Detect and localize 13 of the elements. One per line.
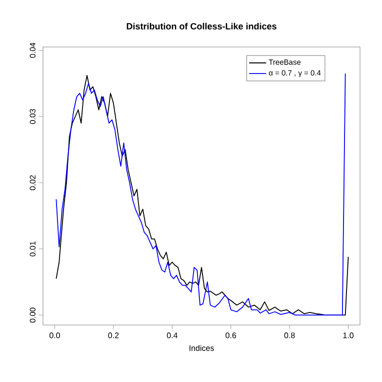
x-tick-label: 1.0 — [343, 332, 354, 338]
y-tick-label: 0.02 — [30, 175, 36, 190]
y-tick-label: 0.01 — [30, 241, 36, 256]
y-tick-label: 0.00 — [30, 308, 36, 323]
x-tick-label: 0.2 — [108, 332, 119, 338]
x-axis-title: Indices — [190, 345, 214, 351]
y-tick-label: 0.03 — [30, 109, 36, 124]
y-tick-label: 0.04 — [30, 42, 36, 58]
chart-title: Distribution of Colless-Like indices — [126, 22, 276, 30]
x-tick-label: 0.6 — [226, 332, 236, 338]
x-tick-label: 0.4 — [166, 332, 178, 338]
x-tick-label: 0.0 — [49, 332, 60, 338]
x-tick-label: 0.8 — [284, 332, 295, 338]
